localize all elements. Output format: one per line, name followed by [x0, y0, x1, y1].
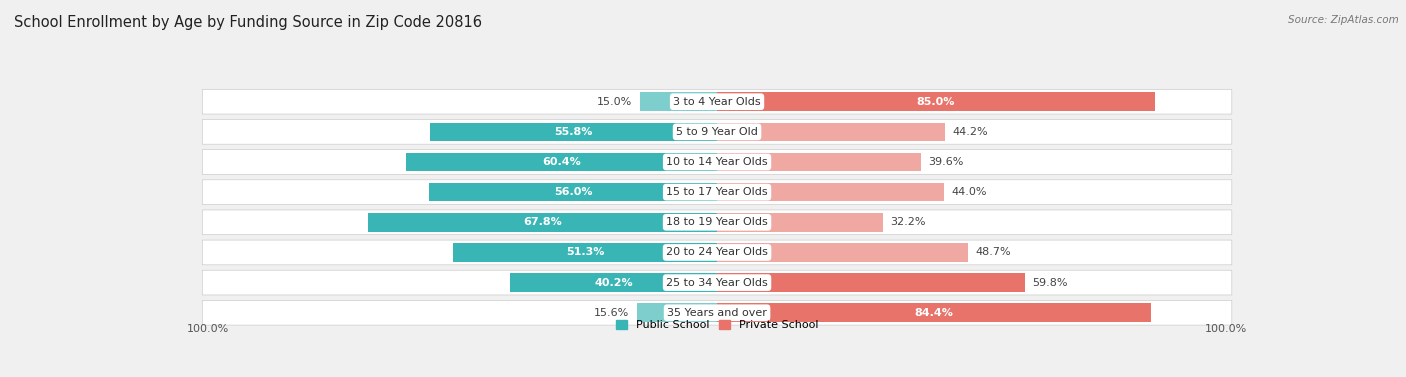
Bar: [430, 123, 717, 141]
Text: 35 Years and over: 35 Years and over: [666, 308, 768, 318]
Text: 39.6%: 39.6%: [928, 157, 965, 167]
Text: 15 to 17 Year Olds: 15 to 17 Year Olds: [666, 187, 768, 197]
FancyBboxPatch shape: [202, 210, 1232, 234]
Bar: [453, 243, 717, 262]
Bar: [429, 183, 717, 201]
Bar: [640, 92, 717, 111]
Text: 44.0%: 44.0%: [952, 187, 987, 197]
Bar: [717, 153, 921, 172]
Bar: [717, 273, 1025, 292]
Text: 51.3%: 51.3%: [565, 247, 605, 257]
Bar: [717, 303, 1152, 322]
Text: 20 to 24 Year Olds: 20 to 24 Year Olds: [666, 247, 768, 257]
Text: 44.2%: 44.2%: [952, 127, 988, 137]
Bar: [406, 153, 717, 172]
FancyBboxPatch shape: [202, 180, 1232, 204]
Text: Source: ZipAtlas.com: Source: ZipAtlas.com: [1288, 15, 1399, 25]
Text: 18 to 19 Year Olds: 18 to 19 Year Olds: [666, 217, 768, 227]
Bar: [717, 123, 945, 141]
Text: 100.0%: 100.0%: [1205, 325, 1247, 334]
FancyBboxPatch shape: [202, 150, 1232, 174]
Text: 10 to 14 Year Olds: 10 to 14 Year Olds: [666, 157, 768, 167]
Text: 3 to 4 Year Olds: 3 to 4 Year Olds: [673, 97, 761, 107]
Text: 67.8%: 67.8%: [523, 217, 562, 227]
Bar: [717, 92, 1154, 111]
Text: 25 to 34 Year Olds: 25 to 34 Year Olds: [666, 277, 768, 288]
Text: 60.4%: 60.4%: [543, 157, 581, 167]
FancyBboxPatch shape: [202, 270, 1232, 295]
Bar: [510, 273, 717, 292]
Bar: [717, 213, 883, 231]
Text: 85.0%: 85.0%: [917, 97, 955, 107]
Legend: Public School, Private School: Public School, Private School: [612, 316, 823, 335]
FancyBboxPatch shape: [202, 89, 1232, 114]
Text: 84.4%: 84.4%: [915, 308, 953, 318]
Text: 40.2%: 40.2%: [595, 277, 633, 288]
Text: 55.8%: 55.8%: [554, 127, 593, 137]
Text: 32.2%: 32.2%: [890, 217, 927, 227]
Bar: [637, 303, 717, 322]
Text: School Enrollment by Age by Funding Source in Zip Code 20816: School Enrollment by Age by Funding Sour…: [14, 15, 482, 30]
FancyBboxPatch shape: [202, 240, 1232, 265]
Text: 48.7%: 48.7%: [976, 247, 1011, 257]
FancyBboxPatch shape: [202, 300, 1232, 325]
Text: 56.0%: 56.0%: [554, 187, 592, 197]
FancyBboxPatch shape: [202, 120, 1232, 144]
Text: 59.8%: 59.8%: [1032, 277, 1069, 288]
Text: 15.0%: 15.0%: [598, 97, 633, 107]
Bar: [717, 183, 943, 201]
Bar: [717, 243, 967, 262]
Text: 15.6%: 15.6%: [593, 308, 628, 318]
Bar: [368, 213, 717, 231]
Text: 5 to 9 Year Old: 5 to 9 Year Old: [676, 127, 758, 137]
Text: 100.0%: 100.0%: [187, 325, 229, 334]
